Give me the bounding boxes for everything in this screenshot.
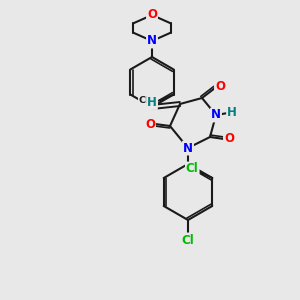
Text: H: H xyxy=(227,106,237,119)
Text: Cl: Cl xyxy=(186,163,199,176)
Text: O: O xyxy=(224,133,234,146)
Text: N: N xyxy=(147,34,157,47)
Text: CH₃: CH₃ xyxy=(139,96,158,105)
Text: O: O xyxy=(145,118,155,130)
Text: O: O xyxy=(147,8,157,22)
Text: Cl: Cl xyxy=(182,233,194,247)
Text: N: N xyxy=(183,142,193,154)
Text: O: O xyxy=(215,80,225,94)
Text: H: H xyxy=(147,96,157,109)
Text: N: N xyxy=(211,109,221,122)
